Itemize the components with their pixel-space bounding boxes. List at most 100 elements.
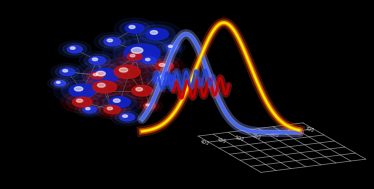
Circle shape (145, 58, 150, 61)
Circle shape (119, 68, 128, 72)
Circle shape (79, 74, 131, 100)
Circle shape (63, 70, 68, 72)
Circle shape (123, 115, 128, 117)
Circle shape (144, 103, 156, 109)
Circle shape (139, 55, 160, 66)
Circle shape (113, 38, 171, 67)
Circle shape (103, 94, 137, 111)
Circle shape (79, 51, 115, 70)
Circle shape (115, 111, 139, 123)
Circle shape (89, 56, 105, 65)
Circle shape (140, 101, 159, 111)
Circle shape (162, 42, 182, 52)
Circle shape (58, 41, 91, 57)
Circle shape (113, 99, 120, 102)
Circle shape (82, 68, 112, 83)
Circle shape (166, 44, 178, 50)
Circle shape (67, 45, 82, 53)
Circle shape (114, 18, 155, 39)
Circle shape (159, 41, 185, 54)
Circle shape (61, 91, 104, 113)
Text: 450: 450 (217, 137, 227, 145)
Circle shape (93, 81, 117, 93)
Text: 550: 550 (252, 133, 262, 140)
Circle shape (107, 107, 113, 110)
Circle shape (150, 31, 157, 34)
Circle shape (107, 39, 113, 42)
Circle shape (51, 64, 84, 80)
Circle shape (54, 80, 65, 86)
Circle shape (123, 51, 147, 63)
Circle shape (158, 76, 165, 80)
Circle shape (99, 103, 125, 116)
Circle shape (82, 64, 128, 87)
Circle shape (73, 97, 92, 107)
Circle shape (140, 67, 189, 92)
Circle shape (86, 108, 90, 110)
Circle shape (61, 80, 103, 101)
Circle shape (91, 68, 119, 83)
Circle shape (145, 56, 184, 76)
Circle shape (92, 58, 98, 61)
Circle shape (73, 60, 136, 91)
Text: 500: 500 (234, 135, 245, 142)
Circle shape (109, 97, 130, 107)
Circle shape (94, 101, 130, 119)
Circle shape (102, 33, 182, 73)
Circle shape (135, 53, 165, 68)
Circle shape (67, 94, 98, 110)
Circle shape (125, 24, 144, 33)
Circle shape (47, 77, 72, 89)
Circle shape (94, 33, 130, 51)
Circle shape (143, 57, 156, 64)
Circle shape (129, 26, 135, 29)
Circle shape (168, 45, 172, 47)
Circle shape (119, 79, 165, 102)
Text: 600: 600 (269, 131, 279, 138)
Circle shape (156, 62, 174, 71)
Circle shape (127, 53, 142, 60)
Circle shape (79, 104, 101, 115)
Circle shape (111, 109, 144, 125)
Circle shape (150, 59, 179, 73)
Circle shape (130, 54, 135, 57)
Circle shape (96, 71, 105, 76)
Circle shape (76, 99, 83, 102)
Circle shape (104, 105, 120, 114)
Circle shape (120, 113, 135, 121)
Circle shape (98, 57, 156, 86)
Circle shape (125, 82, 159, 99)
Circle shape (74, 87, 83, 91)
Circle shape (131, 47, 143, 53)
Circle shape (147, 70, 183, 88)
Circle shape (83, 106, 96, 113)
Circle shape (104, 37, 120, 46)
Circle shape (136, 88, 142, 91)
Circle shape (56, 81, 60, 83)
Circle shape (146, 104, 150, 106)
Circle shape (84, 54, 110, 67)
Circle shape (146, 28, 168, 40)
Circle shape (75, 102, 105, 117)
Circle shape (86, 70, 108, 81)
Circle shape (91, 72, 104, 79)
Circle shape (96, 90, 143, 114)
Circle shape (106, 61, 148, 82)
Circle shape (60, 68, 75, 76)
Circle shape (139, 25, 175, 43)
Circle shape (51, 79, 69, 88)
Circle shape (53, 76, 111, 105)
Circle shape (153, 74, 176, 85)
Circle shape (69, 84, 95, 97)
Circle shape (63, 43, 87, 55)
Circle shape (93, 74, 98, 76)
Text: 650: 650 (286, 129, 297, 136)
Text: 700: 700 (304, 126, 315, 133)
Circle shape (137, 99, 163, 112)
Circle shape (132, 22, 182, 46)
Circle shape (124, 44, 160, 62)
Circle shape (98, 83, 105, 87)
Circle shape (132, 85, 153, 96)
Text: 400: 400 (199, 139, 210, 147)
Circle shape (86, 77, 124, 97)
